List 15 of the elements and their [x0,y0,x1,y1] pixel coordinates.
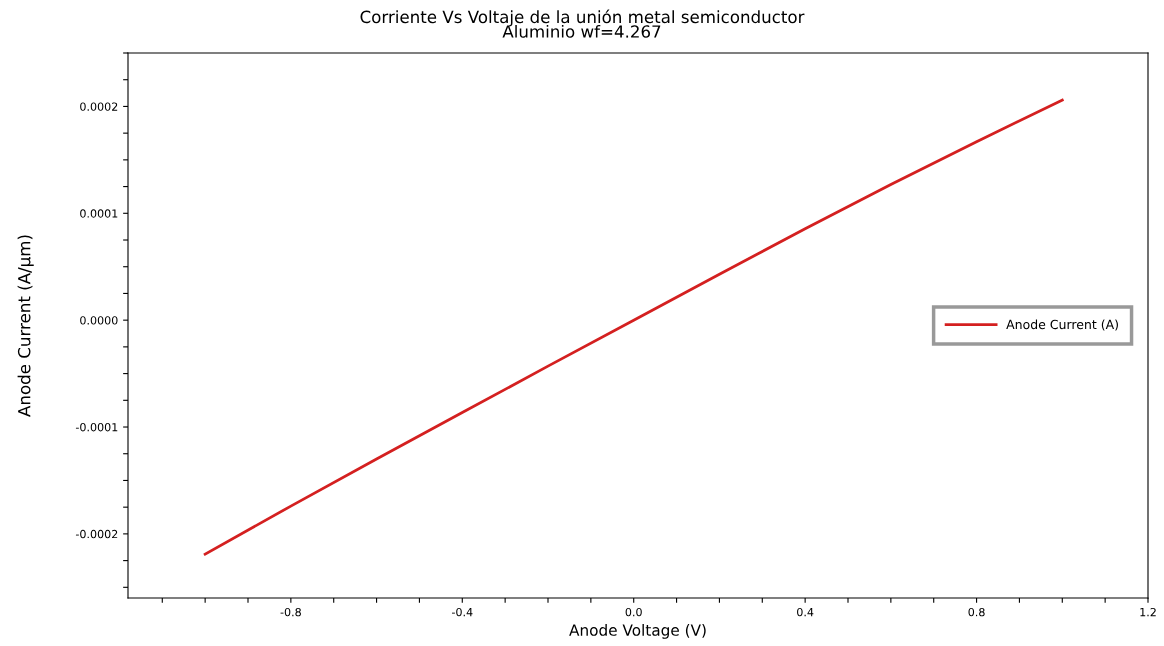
legend-label: Anode Current (A) [1006,319,1118,331]
y-tick-label: -0.0001 [75,422,118,432]
y-tick-label: -0.0002 [75,529,118,539]
y-tick-label: 0.0000 [80,316,118,325]
x-tick-label: 0.8 [968,607,985,617]
x-tick-label: -0.4 [451,607,473,617]
x-tick-label: 0.4 [797,607,814,617]
y-axis-title: Anode Current (A/µm) [17,235,34,417]
x-axis-title: Anode Voltage (V) [569,624,706,639]
x-tick-label: 0.0 [625,607,642,617]
x-tick-label: -0.8 [280,607,301,617]
chart-subtitle: Aluminio wf=4.267 [502,24,661,38]
y-tick-label: 0.0002 [80,102,118,111]
x-tick-label: 1.2 [1140,607,1156,617]
y-tick-label: 0.0001 [80,209,118,218]
